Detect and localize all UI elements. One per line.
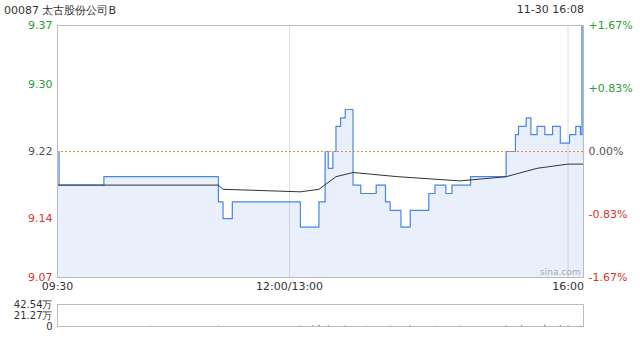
svg-text:42.54万: 42.54万 xyxy=(14,299,53,310)
svg-text:+0.83%: +0.83% xyxy=(589,82,633,95)
svg-text:12:00/13:00: 12:00/13:00 xyxy=(256,280,323,293)
svg-text:9.37: 9.37 xyxy=(28,19,53,32)
svg-text:9.30: 9.30 xyxy=(28,78,53,91)
svg-text:16:00: 16:00 xyxy=(552,280,584,293)
svg-text:sina.com: sina.com xyxy=(540,267,581,277)
svg-text:-0.83%: -0.83% xyxy=(589,208,628,221)
svg-text:9.07: 9.07 xyxy=(28,271,53,284)
svg-text:0: 0 xyxy=(46,321,52,332)
html-text:11-30 16:08: 11-30 16:08 xyxy=(516,3,584,16)
svg-text:-1.67%: -1.67% xyxy=(589,271,628,284)
svg-text:0.00%: 0.00% xyxy=(589,145,624,158)
svg-text:9.22: 9.22 xyxy=(28,145,53,158)
svg-text:9.14: 9.14 xyxy=(28,212,53,225)
svg-text:09:30: 09:30 xyxy=(42,280,74,293)
html-text:00087 太古股份公司B: 00087 太古股份公司B xyxy=(4,4,116,17)
svg-text:+1.67%: +1.67% xyxy=(589,19,633,32)
svg-text:21.27万: 21.27万 xyxy=(14,310,53,321)
